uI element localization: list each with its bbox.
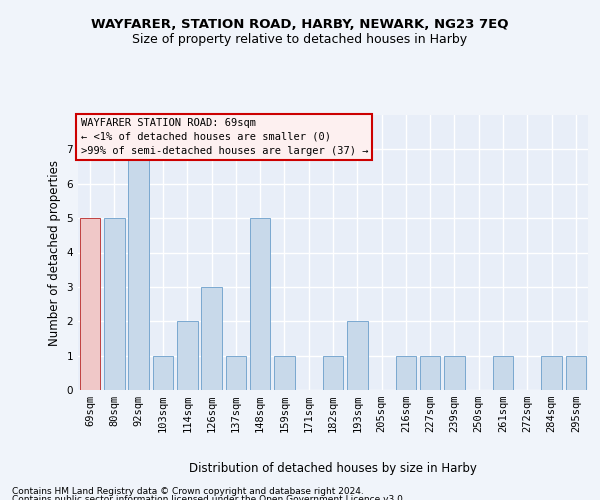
Bar [104, 218, 125, 390]
Text: WAYFARER, STATION ROAD, HARBY, NEWARK, NG23 7EQ: WAYFARER, STATION ROAD, HARBY, NEWARK, N… [91, 18, 509, 30]
Bar [347, 322, 368, 390]
Bar [226, 356, 246, 390]
Bar [201, 287, 222, 390]
Bar [444, 356, 465, 390]
Bar [177, 322, 197, 390]
Text: Distribution of detached houses by size in Harby: Distribution of detached houses by size … [189, 462, 477, 475]
Bar [395, 356, 416, 390]
Text: WAYFARER STATION ROAD: 69sqm
← <1% of detached houses are smaller (0)
>99% of se: WAYFARER STATION ROAD: 69sqm ← <1% of de… [80, 118, 368, 156]
Text: Contains public sector information licensed under the Open Government Licence v3: Contains public sector information licen… [12, 495, 406, 500]
Bar [250, 218, 271, 390]
Bar [80, 218, 100, 390]
Text: Contains HM Land Registry data © Crown copyright and database right 2024.: Contains HM Land Registry data © Crown c… [12, 488, 364, 496]
Y-axis label: Number of detached properties: Number of detached properties [48, 160, 61, 346]
Bar [274, 356, 295, 390]
Bar [541, 356, 562, 390]
Bar [152, 356, 173, 390]
Bar [566, 356, 586, 390]
Bar [323, 356, 343, 390]
Bar [128, 150, 149, 390]
Text: Size of property relative to detached houses in Harby: Size of property relative to detached ho… [133, 32, 467, 46]
Bar [493, 356, 514, 390]
Bar [420, 356, 440, 390]
